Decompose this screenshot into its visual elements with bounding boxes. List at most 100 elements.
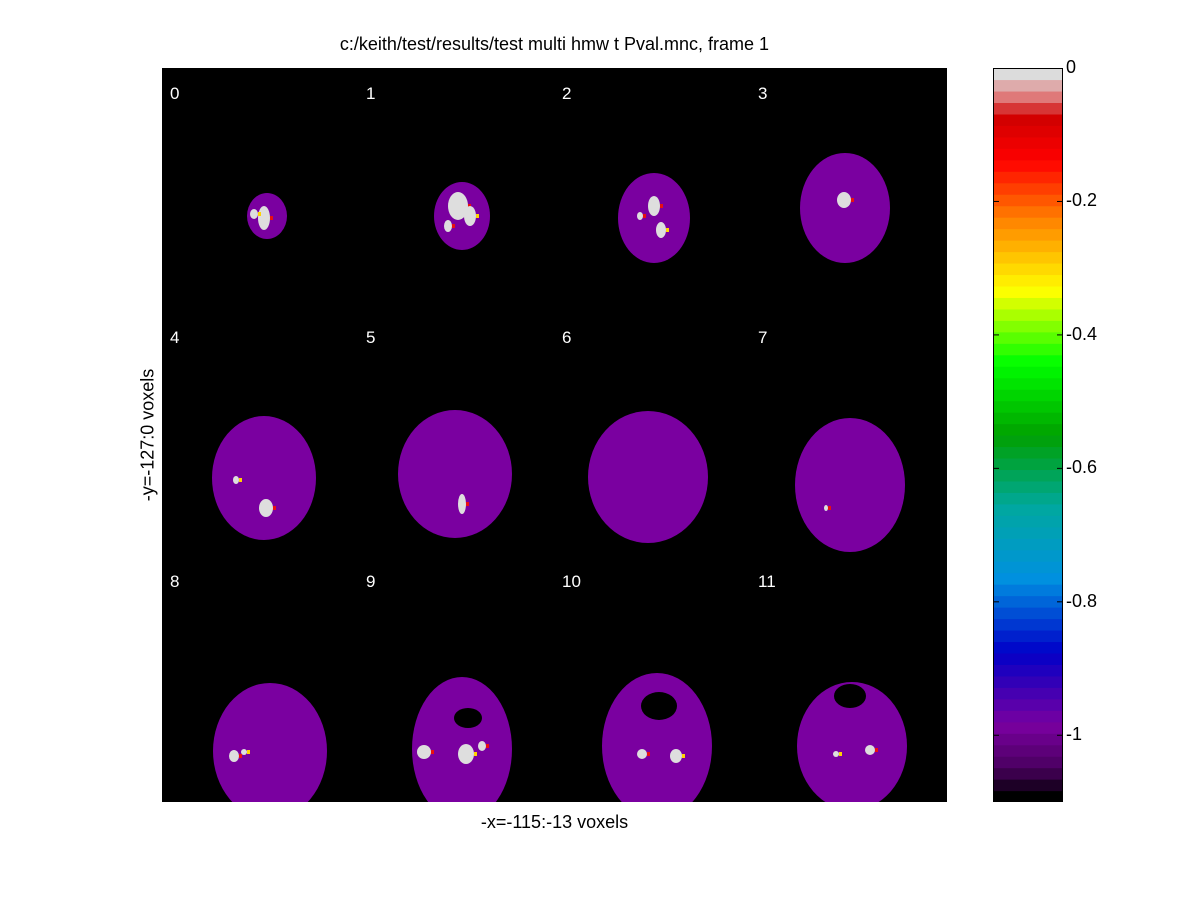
slice-label-0: 0 [170,84,180,103]
activation-voxel [476,214,479,218]
x-axis-label: -x=-115:-13 voxels [480,812,629,832]
slice-label-10: 10 [562,572,581,591]
activation-cluster [233,476,239,484]
colorbar-band [993,721,1063,734]
colorbar-band [993,549,1063,562]
colorbar-band [993,767,1063,780]
slice-4 [212,416,316,540]
activation-cluster [833,751,839,757]
colorbar-band [993,515,1063,528]
brain-slice-5 [398,410,512,538]
colorbar-band [993,469,1063,482]
brain-slice-7 [795,418,905,552]
colorbar-band [993,68,1063,81]
brain-slice-10 [602,673,712,819]
brain-slice-9 [412,677,512,821]
slice-1 [434,182,490,250]
colorbar-band [993,389,1063,402]
colorbar-band [993,572,1063,585]
activation-voxel [660,204,663,208]
colorbar-tick-label: -0.6 [1066,457,1098,478]
colorbar-band [993,400,1063,413]
colorbar-band [993,182,1063,195]
colorbar-band [993,377,1063,390]
colorbar-band [993,641,1063,654]
slice-gap [834,684,866,708]
colorbar-band [993,710,1063,723]
slice-8 [213,683,327,819]
activation-voxel [273,506,276,510]
activation-voxel [247,750,250,754]
activation-voxel [486,744,489,748]
colorbar-band [993,102,1063,115]
slice-montage: 0 1 2 3 4 5 6 7 8 9 10 11 [162,68,947,821]
slice-gap [641,692,677,720]
slice-0 [247,193,287,239]
colorbar-band [993,205,1063,218]
activation-cluster [670,749,682,763]
activation-cluster [444,220,452,232]
colorbar-band [993,274,1063,287]
slice-label-3: 3 [758,84,768,103]
activation-voxel [643,214,646,218]
colorbar-band [993,366,1063,379]
colorbar-band [993,446,1063,459]
colorbar-band [993,756,1063,769]
brain-slice-11 [797,682,907,810]
activation-voxel [474,752,477,756]
colorbar-band [993,159,1063,172]
slice-7 [795,418,905,552]
brain-slice-6 [588,411,708,543]
activation-cluster [824,505,828,511]
activation-voxel [682,754,685,758]
slice-5 [398,410,512,538]
colorbar-band [993,285,1063,298]
colorbar-band [993,664,1063,677]
colorbar-band [993,331,1063,344]
colorbar-band [993,136,1063,149]
colorbar-band [993,503,1063,516]
activation-cluster [417,745,431,759]
activation-voxel [431,750,434,754]
activation-voxel [828,506,831,510]
colorbar-band [993,228,1063,241]
activation-cluster [250,209,258,219]
slice-label-2: 2 [562,84,572,103]
slice-label-8: 8 [170,572,180,591]
colorbar [993,67,1063,803]
colorbar-tick-label: -1 [1066,724,1083,745]
slice-label-9: 9 [366,572,376,591]
activation-cluster [448,192,468,220]
brain-slice-3 [800,153,890,263]
colorbar-band [993,457,1063,471]
colorbar-band [993,687,1063,700]
activation-cluster [865,745,875,755]
colorbar-tick-label: 0 [1066,57,1077,77]
colorbar-band [993,297,1063,310]
colorbar-band [993,423,1063,436]
colorbar-band [993,538,1063,551]
activation-voxel [466,502,469,506]
colorbar-band [993,561,1063,574]
slice-label-5: 5 [366,328,376,347]
colorbar-band [993,240,1063,253]
colorbar-band [993,733,1063,746]
activation-voxel [839,752,842,756]
colorbar-tick-label: -0.4 [1066,323,1098,344]
colorbar-band [993,790,1063,803]
slice-3 [800,153,890,263]
activation-voxel [258,212,261,216]
activation-voxel [851,198,854,202]
activation-cluster [464,206,476,226]
activation-cluster [259,499,273,517]
activation-voxel [647,752,650,756]
brain-slice-4 [212,416,316,540]
colorbar-band [993,90,1063,104]
chart-title: c:/keith/test/results/test multi hmw t P… [339,34,770,54]
colorbar-band [993,629,1063,643]
brain-slice-2 [618,173,690,263]
colorbar-band [993,354,1063,367]
colorbar-band [993,480,1063,493]
activation-cluster [656,222,666,238]
colorbar-band [993,125,1063,138]
